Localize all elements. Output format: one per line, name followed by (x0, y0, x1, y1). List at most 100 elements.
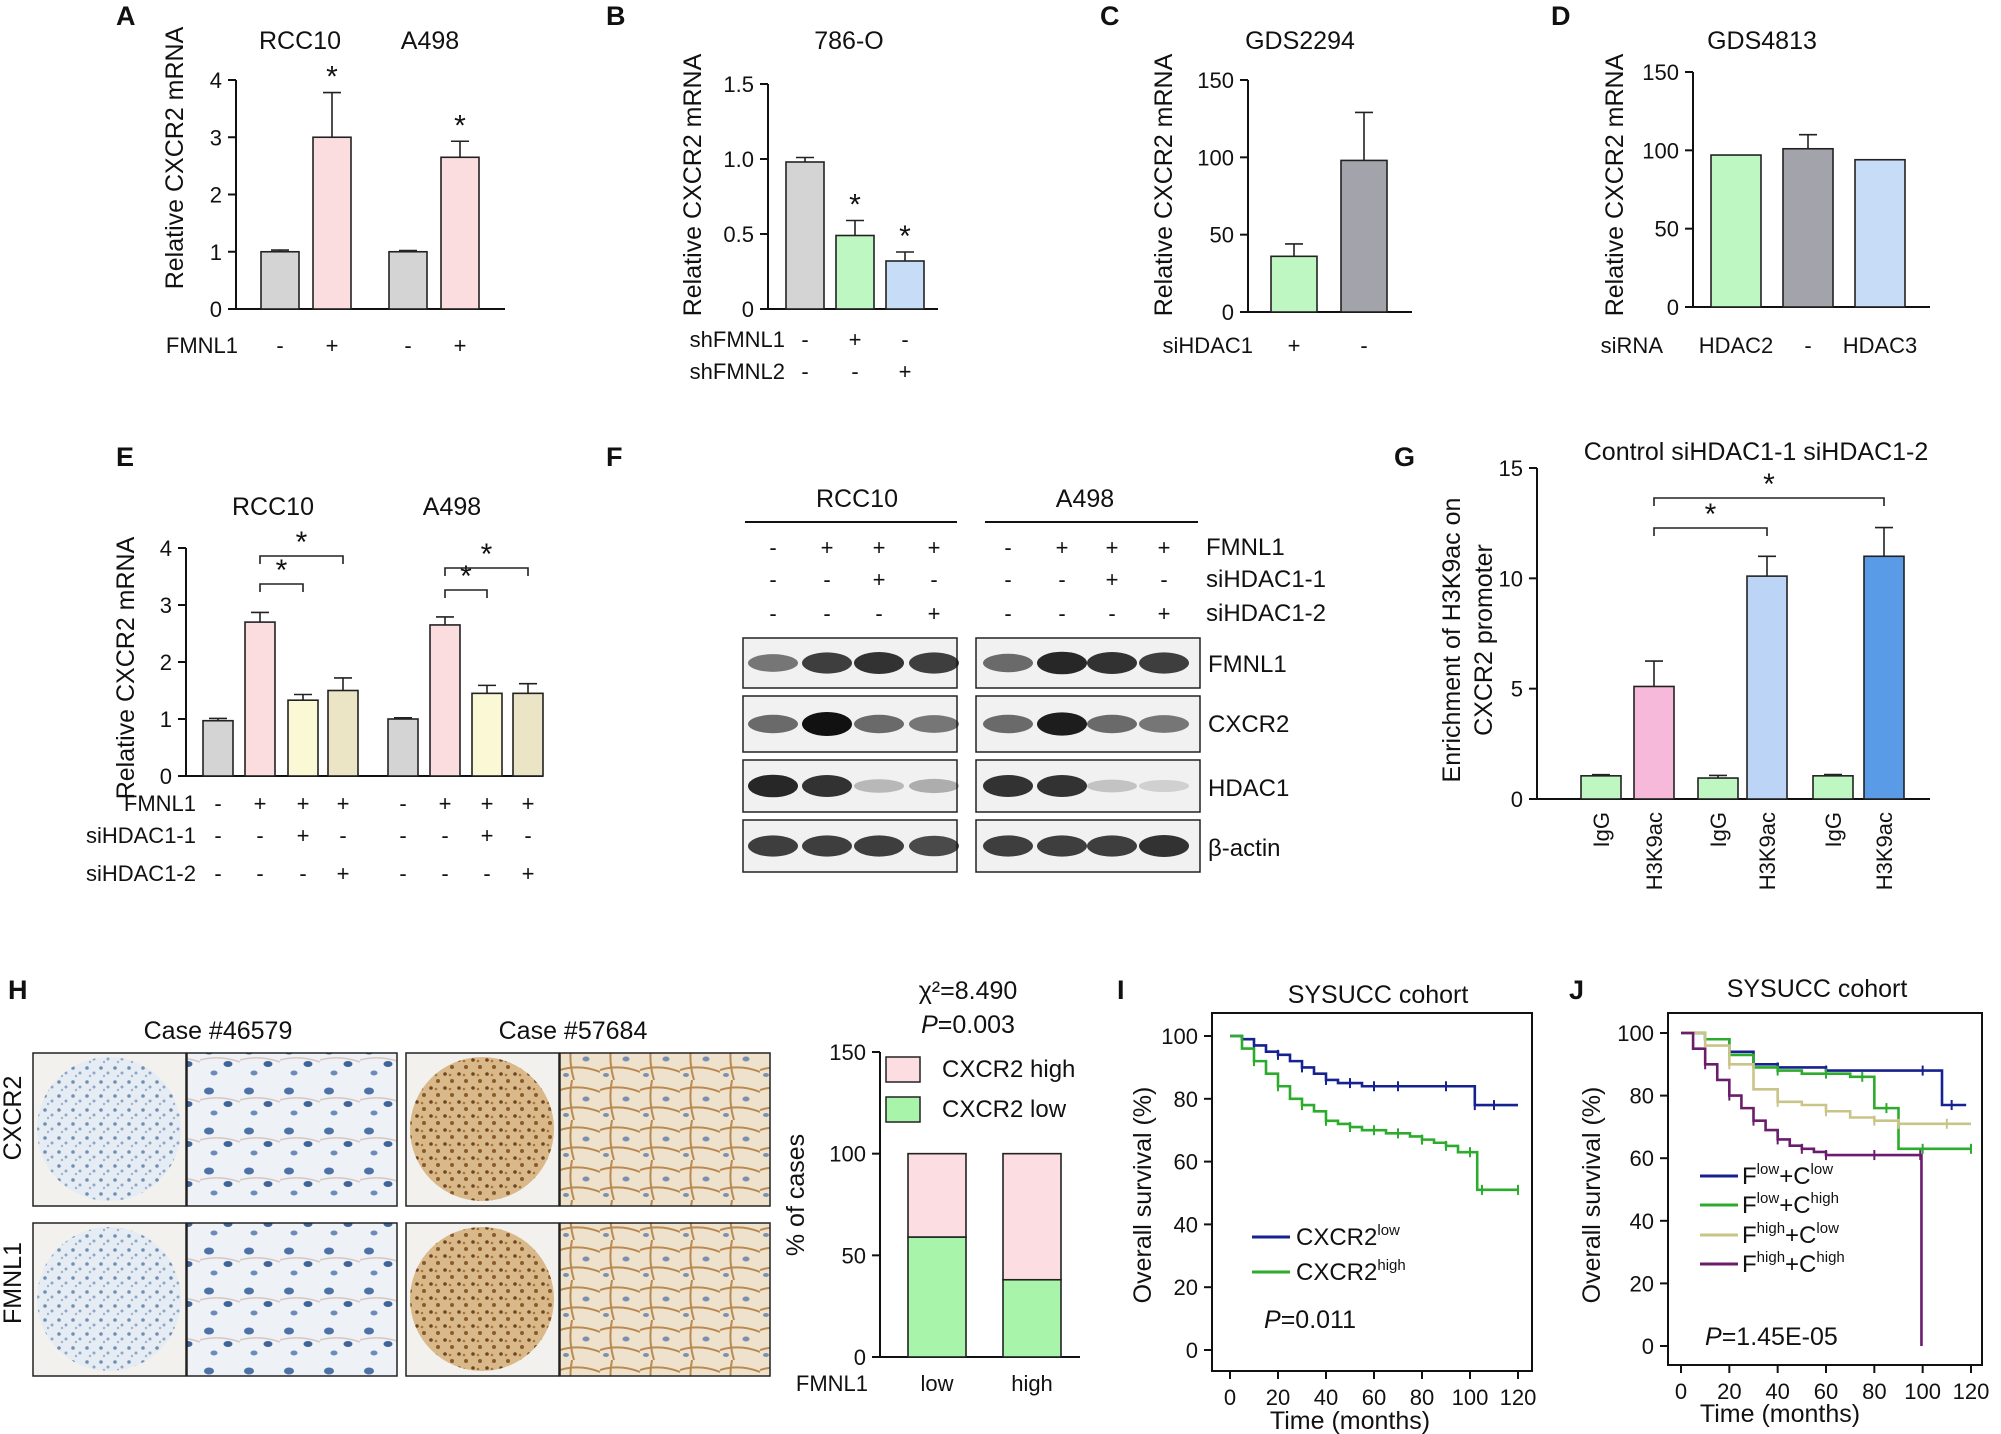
significance-bracket (259, 555, 344, 564)
chart-title: Control siHDAC1-1 siHDAC1-2 (1584, 438, 1929, 466)
bar (1633, 685, 1675, 800)
chart-title: 786-O (814, 27, 883, 55)
p-value-stat: P=0.003 (921, 1011, 1015, 1039)
blot-band (854, 652, 904, 674)
stacked-bar-segment (907, 1236, 967, 1358)
bar (885, 260, 925, 310)
blot-condition-mark: - (1058, 601, 1065, 626)
bar (1863, 555, 1905, 800)
significance-mark: * (326, 61, 338, 94)
panel-letter-a: A (116, 1, 136, 31)
significance-mark: * (460, 560, 472, 593)
blot-band (748, 654, 798, 672)
y-axis-label: Overall survival (%) (1129, 1087, 1157, 1304)
significance-mark: * (899, 220, 911, 253)
ihc-tile-cxcr2-case1-zoom (186, 1052, 398, 1207)
survival-curve (1681, 1031, 1923, 1346)
x-tick-label: 100 (1452, 1385, 1489, 1410)
ihc-image-grid (32, 1052, 771, 1377)
y-tick-label: 0 (854, 1345, 866, 1370)
bar (312, 136, 352, 310)
blot-band (1037, 651, 1087, 675)
y-tick-label: 0 (1667, 295, 1679, 320)
band-label-beta-actin: β-actin (1208, 835, 1281, 862)
condition-mark: + (326, 333, 339, 358)
x-tick-label: 60 (1814, 1379, 1838, 1404)
panel-letter-h: H (8, 975, 28, 1005)
condition-mark: - (256, 861, 263, 886)
x-tick-label: H3K9ac (1755, 812, 1780, 890)
legend-label: Flow+Chigh (1742, 1190, 1839, 1219)
panel-letter-j: J (1569, 975, 1584, 1005)
condition-mark: - (399, 791, 406, 816)
y-tick-label: 80 (1174, 1087, 1198, 1112)
legend-base: C (1799, 1251, 1816, 1278)
ihc-tile-cxcr2-case2-zoom (559, 1052, 771, 1207)
legend-sup: low (1757, 1161, 1780, 1178)
bar (835, 234, 875, 310)
bar (287, 699, 319, 777)
p-value: P=1.45E-05 (1705, 1323, 1838, 1351)
blot-condition-mark: - (930, 567, 937, 592)
blot-band (748, 774, 798, 798)
condition-label-sihdac1-2: siHDAC1-2 (86, 861, 196, 886)
condition-mark: - (441, 823, 448, 848)
y-tick-label: 3 (210, 125, 222, 150)
y-tick-label: 60 (1174, 1150, 1198, 1175)
km-chart-j: 0 20 40 60 80 100 0 20 40 60 80 100 120 (1617, 1012, 1989, 1404)
chi-square-stat: χ²=8.490 (919, 977, 1018, 1005)
ihc-tile-fmnl1-case1-zoom (186, 1222, 398, 1377)
legend-sup: low (1816, 1220, 1839, 1237)
blot-condition-mark: - (769, 567, 776, 592)
x-tick-label: 20 (1717, 1379, 1741, 1404)
condition-mark: - (214, 823, 221, 848)
significance-mark: * (481, 538, 493, 571)
blot-band (909, 835, 959, 857)
blot-band (909, 652, 959, 674)
legend-label-cxcr2-high: CXCR2 high (942, 1056, 1075, 1083)
blot-band (1037, 835, 1087, 857)
y-tick-label: 1 (160, 707, 172, 732)
y-axis-label: % of cases (782, 1134, 810, 1256)
legend-sup: high (1816, 1249, 1844, 1266)
blot-condition-mark: - (769, 535, 776, 560)
blot-condition-mark: - (1058, 567, 1065, 592)
blot-condition-mark: + (1106, 535, 1119, 560)
bar (387, 718, 419, 777)
bar (1854, 158, 1906, 308)
condition-label-shfmnl1: shFMNL1 (690, 327, 785, 352)
significance-bracket (1653, 527, 1768, 536)
y-tick-label: 150 (1642, 60, 1679, 85)
condition-mark: - (399, 861, 406, 886)
bar (440, 156, 480, 310)
ihc-core-cxcr2-case2 (410, 1057, 554, 1201)
significance-bracket (1653, 497, 1885, 506)
blot-band (983, 835, 1033, 857)
legend-sup: low (1811, 1161, 1834, 1178)
stacked-bar-segment (907, 1152, 967, 1238)
blot-condition-mark: + (1106, 567, 1119, 592)
row-label-cxcr2: CXCR2 (0, 1076, 27, 1161)
x-tick-label: 120 (1500, 1385, 1537, 1410)
y-axis-label: Overall survival (%) (1578, 1087, 1606, 1304)
x-axis-label: Time (months) (1700, 1400, 1860, 1428)
blot-condition-mark: + (928, 535, 941, 560)
x-tick-label: 40 (1765, 1379, 1789, 1404)
band-label-fmnl1: FMNL1 (1208, 651, 1287, 678)
blot-condition-mark: + (1158, 535, 1171, 560)
band-label-cxcr2: CXCR2 (1208, 711, 1289, 738)
blot-condition-mark: + (821, 535, 834, 560)
legend-plus: + (1779, 1163, 1793, 1190)
bar (471, 692, 503, 777)
significance-mark: * (1763, 468, 1775, 501)
group-label-a498: A498 (401, 27, 459, 55)
condition-label-sihdac1-1: siHDAC1-1 (1206, 566, 1326, 593)
condition-mark: - (441, 861, 448, 886)
bar (388, 250, 428, 310)
panel-i: I SYSUCC cohort Overall survival (%) Tim… (1117, 975, 1536, 1434)
legend-label: Fhigh+Clow (1742, 1220, 1839, 1249)
y-tick-label: 100 (1617, 1021, 1654, 1046)
blot-condition-mark: - (1004, 535, 1011, 560)
panel-letter-d: D (1551, 1, 1571, 31)
